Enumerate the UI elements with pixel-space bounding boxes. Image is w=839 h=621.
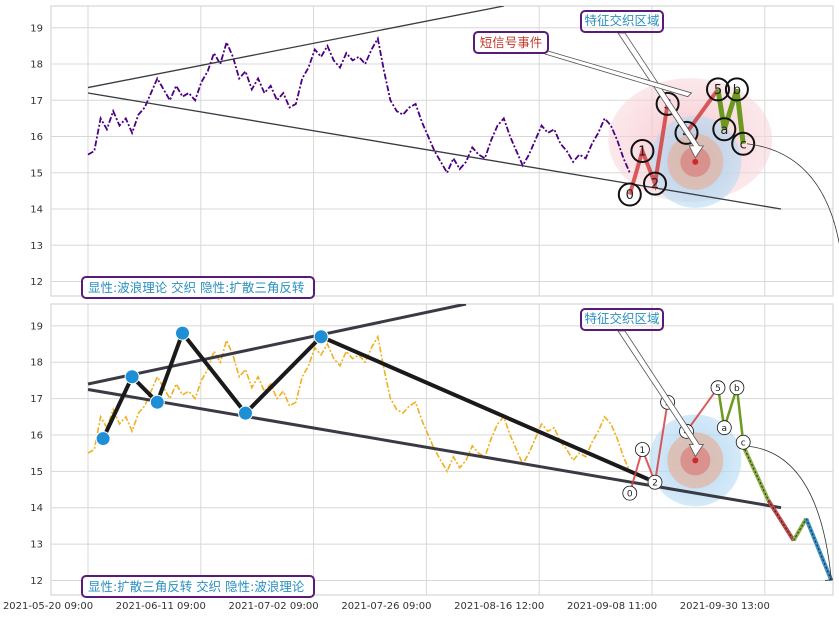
zone-center-dot — [692, 158, 699, 165]
wave-label-circle — [617, 182, 642, 207]
trendline — [87, 92, 782, 210]
wave-label-circle — [724, 77, 749, 102]
zone-label: 特征交织区域 — [584, 13, 659, 28]
swing-dot — [124, 369, 140, 385]
wave-label-2: 2 — [652, 479, 658, 489]
x-tick-label: 2021-09-30 13:00 — [680, 601, 770, 612]
projection-seg-1 — [741, 445, 771, 502]
wave-label-c: c — [740, 137, 747, 152]
x-axis: 2021-05-20 09:00 2021-06-11 09:00 2021-07-… — [3, 601, 770, 612]
wave-impulse-line — [628, 387, 719, 494]
corner-label-box — [81, 575, 315, 598]
y-tick-label: 15 — [30, 168, 43, 179]
x-tick-label: 2021-09-08 11:00 — [567, 601, 657, 612]
swing-dot — [149, 394, 165, 410]
wave-label-0: 0 — [626, 188, 634, 203]
y-tick-label: 18 — [30, 60, 43, 71]
wave-label-circle — [712, 117, 737, 142]
wave-label-circle — [647, 474, 663, 490]
swing-dot — [313, 329, 329, 345]
wave-label-circle — [674, 120, 699, 145]
y-tick-label: 15 — [30, 467, 43, 478]
wave-label-2: 2 — [651, 177, 659, 192]
wave-correction-line — [715, 88, 746, 145]
wave-label-circle — [731, 131, 756, 156]
zone-pointer — [617, 330, 705, 458]
projection-arrow — [746, 143, 839, 245]
y-tick-label: 16 — [30, 132, 43, 143]
wave-label-0: 0 — [627, 489, 633, 499]
zone-label-box — [580, 10, 664, 33]
projection-seg-2 — [766, 499, 796, 542]
wave-label-c: c — [741, 439, 746, 449]
trendline — [87, 6, 504, 89]
corner-label-box — [81, 276, 315, 299]
wave-correction-line — [716, 387, 745, 443]
plot-area — [87, 304, 833, 582]
projection-seg-4-dash — [805, 518, 832, 581]
corner-label: 显性:波浪理论 交织 隐性:扩散三角反转 — [88, 280, 304, 295]
wave-label-5: 5 — [714, 83, 722, 98]
swing-dot — [238, 405, 253, 421]
y-tick-label: 14 — [30, 205, 43, 216]
swing-dot — [95, 431, 111, 447]
x-tick-label: 2021-05-20 09:00 — [3, 601, 93, 612]
wave-label-b: b — [734, 384, 740, 394]
wave-label-1: 1 — [638, 145, 646, 160]
wave-label-circle — [729, 380, 745, 396]
price-line — [87, 36, 631, 175]
wave-label-a: a — [722, 424, 728, 434]
zone-pointer — [617, 32, 705, 159]
trendline — [87, 304, 467, 386]
wave-label-circle — [635, 442, 650, 457]
y-tick-label: 18 — [30, 358, 43, 369]
corner-label: 显性:扩散三角反转 交织 隐性:波浪理论 — [88, 579, 305, 594]
x-tick-label: 2021-06-11 09:00 — [116, 601, 206, 612]
wave-label-a: a — [720, 123, 728, 138]
y-tick-label: 19 — [30, 321, 43, 332]
price-line — [87, 334, 631, 474]
y-tick-label: 16 — [30, 430, 43, 441]
zone-label-box — [580, 308, 664, 331]
bottom-panel: 1213141516171819012345abc特征交织区域显性:扩散三角反转… — [30, 303, 834, 598]
y-tick-label: 12 — [30, 576, 43, 587]
swing-dot — [175, 325, 190, 341]
x-tick-label: 2021-07-02 09:00 — [229, 601, 319, 612]
event-label: 短信号事件 — [480, 35, 543, 50]
projection-seg-3-dash — [793, 518, 807, 541]
y-tick-label: 19 — [30, 23, 43, 34]
wave-label-circle — [643, 171, 667, 196]
wave-label-5: 5 — [715, 384, 721, 394]
trendline — [87, 388, 782, 510]
wave-label-circle — [622, 485, 638, 501]
wave-label-circle — [716, 420, 732, 436]
y-tick-label: 13 — [30, 540, 43, 551]
top-panel: 1213141516171819012345abc特征交织区域短信号事件显性:波… — [30, 5, 839, 299]
wave-label-circle — [655, 91, 680, 116]
x-tick-label: 2021-07-26 09:00 — [341, 601, 431, 612]
projection-curve — [743, 445, 832, 581]
event-label-box — [473, 31, 549, 54]
y-tick-label: 12 — [30, 277, 43, 288]
wave-label-circle — [630, 139, 655, 163]
wave-label-circle — [706, 77, 730, 102]
wave-label-b: b — [733, 83, 741, 98]
projection-tick — [825, 579, 833, 581]
wave-label-1: 1 — [640, 446, 646, 456]
wave-impulse-line — [627, 88, 720, 196]
zone-label: 特征交织区域 — [584, 311, 659, 326]
y-tick-label: 13 — [30, 241, 43, 252]
x-tick-label: 2021-08-16 12:00 — [454, 601, 544, 612]
y-tick-label: 14 — [30, 503, 43, 514]
zone-center-dot — [692, 457, 699, 464]
y-tick-label: 17 — [30, 394, 43, 405]
wave-label-circle — [735, 434, 751, 450]
wave-label-circle — [710, 380, 726, 396]
y-tick-label: 17 — [30, 96, 43, 107]
